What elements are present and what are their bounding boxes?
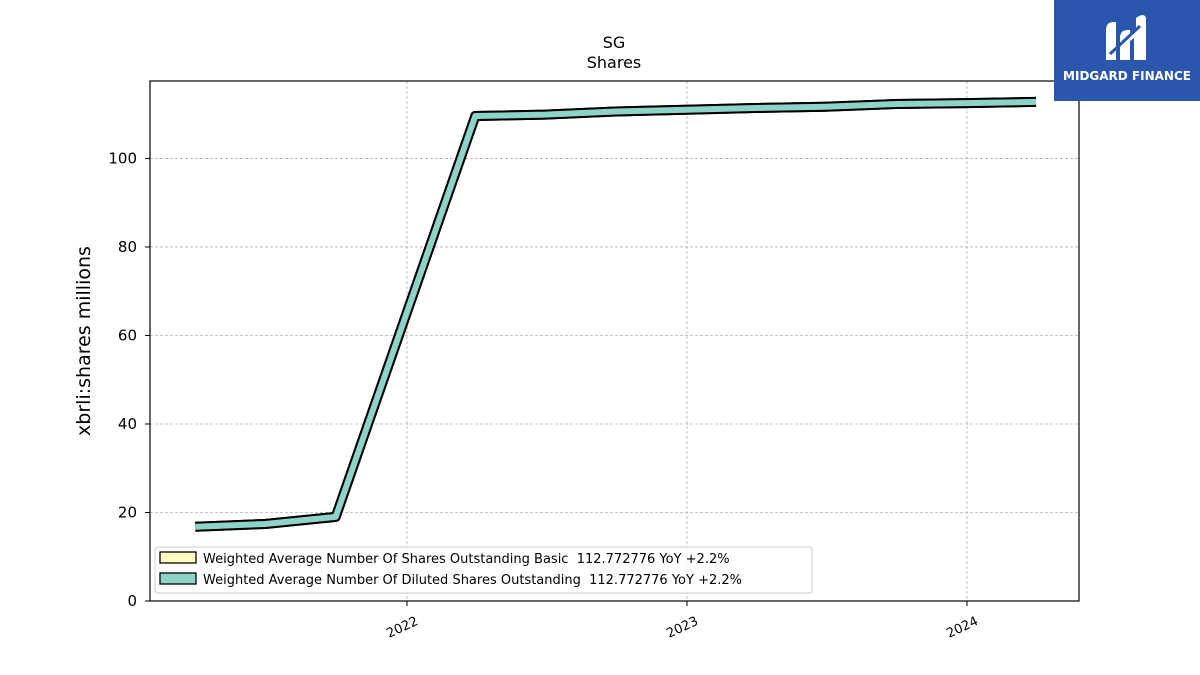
y-tick-label: 40	[118, 415, 137, 433]
x-axis-ticks: 2022 2023 2024	[384, 601, 981, 642]
midgard-finance-logo: MIDGARD FINANCE	[1054, 0, 1200, 101]
y-axis-ticks: 0 20 40 60 80 100	[108, 149, 150, 610]
chart-subtitle: Shares	[587, 53, 642, 72]
legend-label-diluted: Weighted Average Number Of Diluted Share…	[203, 573, 742, 588]
series-outline-1	[195, 96, 1037, 532]
x-tick-label: 2024	[944, 614, 980, 642]
series-line-0	[195, 98, 1037, 530]
logo-mark-icon	[1106, 15, 1146, 60]
logo-text: MIDGARD FINANCE	[1063, 69, 1191, 83]
y-tick-label: 60	[118, 326, 137, 344]
y-tick-label: 20	[118, 503, 137, 521]
legend-label-basic: Weighted Average Number Of Shares Outsta…	[203, 552, 730, 567]
legend-box	[154, 546, 813, 594]
legend-swatch-basic	[159, 551, 197, 564]
legend-swatch-diluted	[159, 572, 197, 585]
y-tick-label: 80	[118, 238, 137, 256]
legend: Weighted Average Number Of Shares Outsta…	[154, 546, 813, 594]
series-outline-0	[195, 96, 1037, 532]
series-lines	[195, 96, 1037, 532]
x-tick-label: 2023	[664, 614, 700, 642]
x-tick-label: 2022	[384, 614, 420, 642]
y-tick-label: 100	[108, 149, 137, 167]
y-axis-label: xbrli:shares millions	[73, 246, 95, 436]
chart-title: SG	[603, 33, 626, 52]
grid	[150, 81, 1079, 602]
plot-frame	[149, 80, 1080, 602]
y-tick-label: 0	[127, 592, 137, 610]
series-line-1	[195, 98, 1037, 530]
